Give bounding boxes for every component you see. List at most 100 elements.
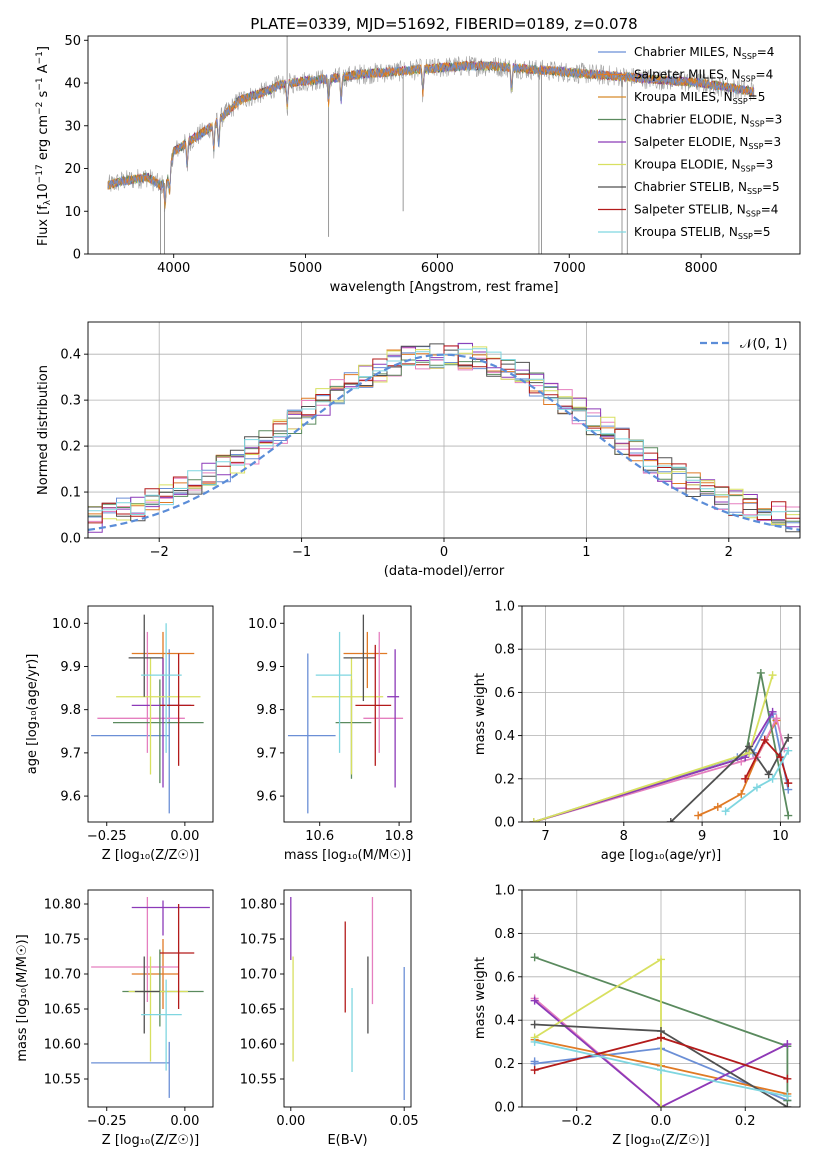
x-tick-label: 0.00: [276, 1114, 305, 1129]
weight-point-marker: [737, 789, 746, 798]
y-axis-label: Normed distribution: [36, 365, 51, 495]
axes-frame: [521, 605, 801, 823]
y-tick-label: 0.2: [60, 440, 81, 455]
y-tick-label: 10.75: [44, 933, 81, 948]
y-tick-label: 0: [73, 248, 81, 263]
legend-label: Chabrier MILES, N: [634, 45, 742, 59]
weight-series-line: [744, 738, 790, 784]
weight-point-marker: [530, 1020, 539, 1029]
y-axis-label-part: Flux [f: [36, 205, 51, 246]
y-axis-label-part: A: [36, 64, 51, 77]
legend-tail: =5: [753, 225, 771, 239]
x-tick-label: 8000: [685, 261, 718, 276]
legend-sub: SSP: [750, 120, 765, 129]
legend-entry: Kroupa MILES, NSSP=5: [634, 90, 765, 106]
weight-series-line: [533, 715, 786, 822]
weight-series-line: [533, 711, 774, 822]
plot-area: [91, 897, 210, 1098]
y-tick-label: 9.6: [60, 790, 81, 805]
y-tick-label: 0.0: [494, 816, 515, 831]
legend-label: Kroupa MILES, N: [634, 90, 733, 104]
legend-tail: =3: [763, 135, 781, 149]
y-tick-label: 9.8: [256, 703, 277, 718]
y-tick-label: 0.6: [494, 970, 515, 985]
x-tick-label: 9: [698, 829, 706, 844]
axes-frame: [87, 889, 214, 1108]
y-tick-label: 40: [64, 77, 81, 92]
x-tick-label: −0.25: [87, 1114, 127, 1129]
weight-point-marker: [529, 818, 538, 822]
weight-point-marker: [756, 668, 765, 677]
x-tick-label: 10: [772, 829, 789, 844]
x-tick-label: 5000: [289, 261, 322, 276]
y-axis-label: mass [log₁₀(M/M☉)]: [15, 934, 30, 1061]
figure-title: PLATE=0339, MJD=51692, FIBERID=0189, z=0…: [250, 15, 637, 33]
legend-entry: Kroupa ELODIE, NSSP=3: [634, 158, 773, 174]
y-tick-label: 0.3: [60, 394, 81, 409]
weight-point-marker: [783, 1092, 792, 1101]
y-axis-label: mass weight: [473, 673, 488, 755]
y-tick-label: 10.65: [44, 1003, 81, 1018]
plot-area: [107, 36, 755, 254]
weight-point-marker: [530, 996, 539, 1005]
x-tick-label: 7000: [553, 261, 586, 276]
weight-series-line: [725, 750, 790, 812]
x-axis-label: mass [log₁₀(M/M☉)]: [284, 848, 411, 863]
y-tick-label: 0.4: [494, 729, 515, 744]
weight-point-marker: [752, 783, 761, 792]
x-axis-label: Z [log₁₀(Z/Z☉)]: [612, 1133, 709, 1148]
legend-label: Kroupa STELIB, N: [634, 225, 738, 239]
weight-series-line: [534, 957, 662, 1107]
x-tick-label: −2: [150, 545, 169, 560]
weight-point-marker: [783, 1040, 792, 1049]
plot-area: [522, 890, 800, 1107]
y-axis-label: Flux [fλ10−17 erg cm−2 s−1 A−1]: [35, 46, 53, 246]
axes-z_vs_weight: −0.2 0.0 0.2 0.0 0.2 0.4 0.6 0.8 1.0 Z [log₁₀(Z/Z…: [473, 884, 801, 1148]
weight-point-marker: [694, 811, 703, 820]
legend-entry: Chabrier ELODIE, NSSP=3: [634, 113, 782, 129]
weight-point-marker: [783, 1103, 792, 1107]
legend-sub: SSP: [747, 187, 762, 196]
model-spectrum-line: [107, 61, 755, 203]
weight-point-marker: [764, 770, 773, 779]
y-axis-label: age [log₁₀(age/yr)]: [25, 654, 40, 775]
legend-sub: SSP: [738, 232, 753, 241]
legend-sub: SSP: [746, 210, 761, 219]
x-tick-label: 0.00: [170, 829, 199, 844]
x-tick-label: 4000: [157, 261, 190, 276]
legend-entry: Chabrier MILES, NSSP=4: [634, 45, 774, 61]
weight-point-marker: [783, 1074, 792, 1083]
plot-area: [290, 897, 405, 1100]
legend-tail: =4: [757, 45, 775, 59]
legend-sub: SSP: [748, 142, 763, 151]
y-tick-label: 10.0: [248, 617, 277, 632]
x-tick-label: 2: [725, 545, 733, 560]
x-axis-label: age [log₁₀(age/yr)]: [601, 848, 722, 863]
weight-point-marker: [657, 955, 665, 964]
y-tick-label: 10.70: [44, 968, 81, 983]
legend-sub: SSP: [741, 165, 756, 174]
weight-point-marker: [666, 818, 675, 822]
legend-label: Salpeter STELIB, N: [634, 203, 746, 217]
x-tick-label: −0.2: [561, 1114, 593, 1129]
weight-point-marker: [760, 735, 769, 744]
weight-point-marker: [530, 953, 539, 962]
y-tick-label: 9.6: [256, 790, 277, 805]
weight-point-marker: [784, 733, 793, 742]
weight-point-marker: [721, 807, 730, 816]
legend-entry: Kroupa STELIB, NSSP=5: [634, 225, 771, 241]
x-tick-label: 0.00: [170, 1114, 199, 1129]
weight-point-marker: [768, 774, 777, 783]
weight-point-marker: [657, 1033, 665, 1042]
weight-point-marker: [530, 1066, 539, 1075]
weight-point-marker: [741, 774, 750, 783]
legend-sub: SSP: [733, 97, 748, 106]
axes-mass_vs_age: 10.6 10.8 9.6 9.7 9.8 9.9 10.0 mass [log₁₀(M/M☉…: [248, 605, 414, 863]
y-tick-label: 20: [64, 162, 81, 177]
y-tick-label: 0.0: [60, 532, 81, 547]
axes-z_vs_age: −0.25 0.00 9.6 9.7 9.8 9.9 10.0 Z [log₁₀(Z/Z☉)]…: [25, 605, 214, 863]
histogram-series: [88, 348, 800, 517]
weight-point-marker: [784, 811, 793, 820]
x-tick-label: −0.25: [87, 829, 127, 844]
